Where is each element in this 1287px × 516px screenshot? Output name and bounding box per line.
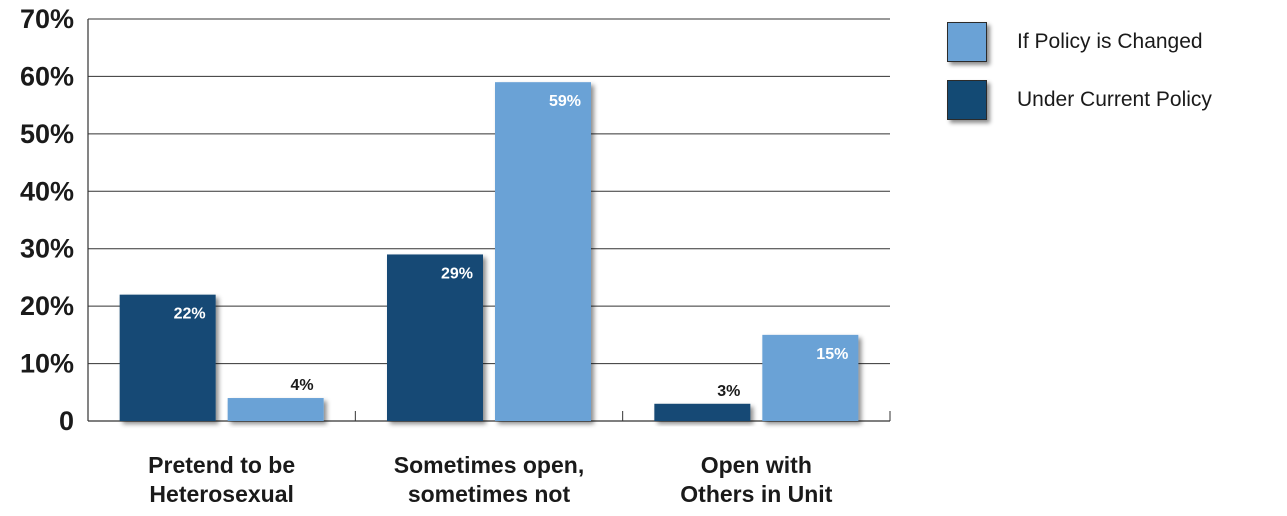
y-tick-label-20: 20% <box>20 291 74 321</box>
bar-1-1 <box>495 82 591 422</box>
bar-2-1 <box>762 334 859 421</box>
x-category-label-0-line-0: Pretend to be <box>148 452 295 478</box>
y-tick-label-50: 50% <box>20 119 74 149</box>
legend-label-under-current-policy: Under Current Policy <box>1017 88 1212 111</box>
y-tick-label-40: 40% <box>20 176 74 206</box>
y-tick-label-10: 10% <box>20 349 74 379</box>
bar-1-0 <box>387 254 483 421</box>
bar-2-0 <box>654 403 751 421</box>
bar-0-1 <box>227 398 324 421</box>
data-label-0-0: 22% <box>174 306 206 323</box>
x-category-label-1-line-1: sometimes not <box>408 481 571 507</box>
legend-swatch-under-current-policy <box>947 80 987 120</box>
data-label-1-1: 59% <box>549 93 581 110</box>
legend-swatch-if-policy-changed <box>947 22 987 62</box>
x-category-label-0-line-1: Heterosexual <box>149 481 293 507</box>
data-label-2-1: 15% <box>816 346 848 363</box>
bar-0-0 <box>119 294 216 421</box>
y-tick-label-0: 0 <box>59 406 74 436</box>
data-label-2-0: 3% <box>717 383 740 400</box>
legend-item-if-policy-changed: If Policy is Changed <box>947 18 1212 66</box>
x-category-label-2-line-0: Open with <box>701 452 812 478</box>
data-label-1-0: 29% <box>441 265 473 282</box>
data-label-0-1: 4% <box>291 377 314 394</box>
x-category-label-2-line-1: Others in Unit <box>680 481 832 507</box>
legend-item-under-current-policy: Under Current Policy <box>947 76 1212 124</box>
y-tick-label-60: 60% <box>20 61 74 91</box>
y-tick-label-70: 70% <box>20 4 74 34</box>
x-category-label-1-line-0: Sometimes open, <box>394 452 584 478</box>
legend: If Policy is Changed Under Current Polic… <box>947 18 1212 134</box>
legend-label-if-policy-changed: If Policy is Changed <box>1017 30 1203 53</box>
y-tick-label-30: 30% <box>20 234 74 264</box>
